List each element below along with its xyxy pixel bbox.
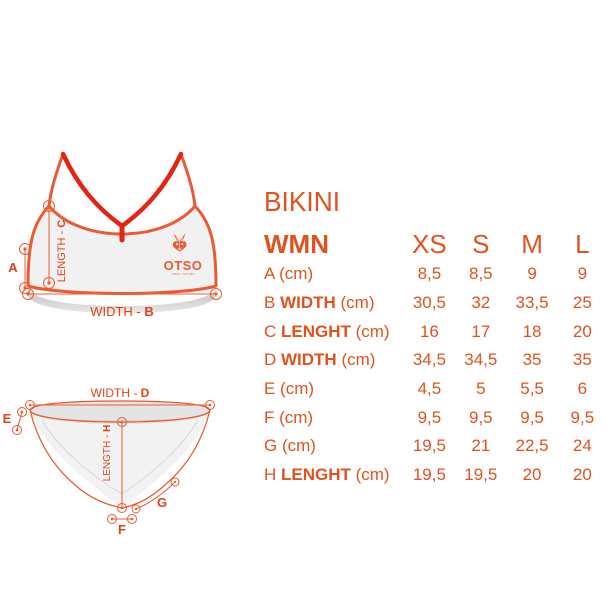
svg-text:A: A	[8, 260, 18, 275]
svg-text:WIDTH - B: WIDTH - B	[90, 304, 154, 319]
svg-text:LENGTH - C: LENGTH - C	[56, 220, 68, 282]
svg-text:TRAIL SPORT: TRAIL SPORT	[172, 272, 195, 276]
svg-text:E: E	[3, 411, 12, 426]
svg-text:G: G	[157, 495, 167, 510]
svg-text:LENGTH - H: LENGTH - H	[102, 425, 113, 482]
svg-text:F: F	[118, 522, 126, 537]
svg-text:WIDTH - D: WIDTH - D	[91, 386, 150, 400]
svg-text:OTSO: OTSO	[164, 258, 203, 273]
